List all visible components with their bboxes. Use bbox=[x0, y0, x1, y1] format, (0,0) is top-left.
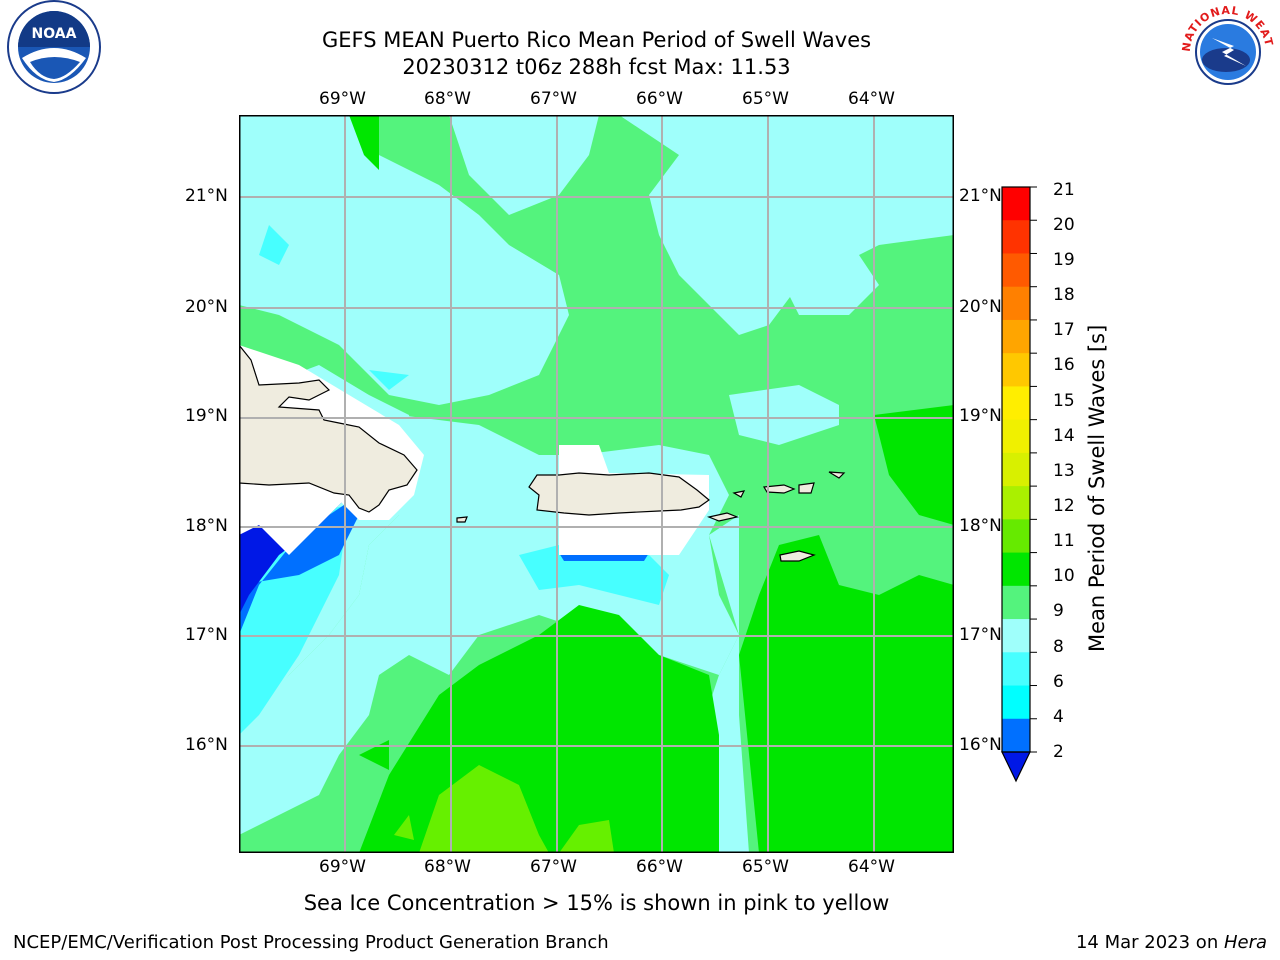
lon-label-bottom: 66°W bbox=[636, 857, 683, 877]
title-line-1: GEFS MEAN Puerto Rico Mean Period of Swe… bbox=[321, 28, 872, 52]
colorbar-bin bbox=[1002, 220, 1030, 254]
colorbar-tick: 11 bbox=[1053, 531, 1075, 551]
colorbar-tick: 8 bbox=[1053, 637, 1064, 657]
colorbar-tick: 16 bbox=[1053, 355, 1075, 375]
colorbar-extend-triangle bbox=[1001, 751, 1031, 783]
colorbar-bin bbox=[1002, 685, 1030, 720]
colorbar-tick: 6 bbox=[1053, 672, 1064, 692]
map-grid bbox=[239, 115, 954, 853]
colorbar-bin bbox=[1002, 652, 1030, 687]
contour-2-4s bbox=[239, 505, 359, 635]
colorbar-tick: 13 bbox=[1053, 461, 1075, 481]
map-frame bbox=[239, 115, 954, 853]
lon-label-top: 67°W bbox=[530, 89, 577, 109]
lon-label-top: 65°W bbox=[742, 89, 789, 109]
colorbar-bin bbox=[1002, 519, 1030, 554]
lat-label-left: 20°N bbox=[185, 297, 228, 317]
lat-label-left: 16°N bbox=[185, 735, 228, 755]
lat-label-left: 21°N bbox=[185, 186, 228, 206]
map-panel bbox=[239, 115, 954, 853]
lat-label-right: 18°N bbox=[959, 516, 1002, 536]
lat-label-right: 16°N bbox=[959, 735, 1002, 755]
colorbar-tick: 10 bbox=[1053, 566, 1075, 586]
colorbar-tick: 18 bbox=[1053, 285, 1075, 305]
coastline bbox=[239, 344, 846, 562]
colorbar-tick: 15 bbox=[1053, 391, 1075, 411]
colorbar-bin bbox=[1002, 452, 1030, 487]
lon-label-top: 64°W bbox=[848, 89, 895, 109]
colorbar-tick: 14 bbox=[1053, 426, 1075, 446]
sea-ice-note: Sea Ice Concentration > 15% is shown in … bbox=[303, 891, 890, 915]
colorbar-bin bbox=[1002, 585, 1030, 620]
lon-label-top: 68°W bbox=[424, 89, 471, 109]
colorbar bbox=[1001, 186, 1041, 786]
lon-label-bottom: 65°W bbox=[742, 857, 789, 877]
lon-label-top: 66°W bbox=[636, 89, 683, 109]
colorbar-bin bbox=[1002, 319, 1030, 354]
nws-logo: NATIONAL WEATHER SERVICE bbox=[1171, 0, 1280, 100]
colorbar-tick: 17 bbox=[1053, 320, 1075, 340]
colorbar-tick: 20 bbox=[1053, 215, 1075, 235]
colorbar-bin bbox=[1002, 386, 1030, 421]
colorbar-tick: 2 bbox=[1053, 742, 1064, 762]
lat-label-right: 19°N bbox=[959, 406, 1002, 426]
colorbar-bin bbox=[1002, 552, 1030, 587]
lat-label-right: 17°N bbox=[959, 625, 1002, 645]
lat-label-left: 18°N bbox=[185, 516, 228, 536]
colorbar-bin bbox=[1002, 353, 1030, 387]
colorbar-tick: 9 bbox=[1053, 601, 1064, 621]
lat-label-left: 17°N bbox=[185, 625, 228, 645]
colorbar-bin bbox=[1002, 187, 1030, 221]
lat-label-right: 21°N bbox=[959, 186, 1002, 206]
footer-host: Hera bbox=[1223, 932, 1267, 953]
lon-label-bottom: 64°W bbox=[848, 857, 895, 877]
colorbar-tick: 12 bbox=[1053, 496, 1075, 516]
colorbar-tick: 21 bbox=[1053, 180, 1075, 200]
colorbar-frame bbox=[1001, 186, 1031, 753]
colorbar-tick: 19 bbox=[1053, 250, 1075, 270]
colorbar-label: Mean Period of Swell Waves [s] bbox=[1085, 324, 1109, 652]
colorbar-bin bbox=[1002, 419, 1030, 454]
colorbar-bin bbox=[1002, 718, 1030, 753]
footer-date-text: 14 Mar 2023 on bbox=[1075, 932, 1224, 953]
lon-label-top: 69°W bbox=[319, 89, 366, 109]
noaa-logo: NOAA bbox=[0, 0, 108, 100]
title-line-2: 20230312 t06z 288h fcst Max: 11.53 bbox=[402, 55, 791, 79]
lat-label-left: 19°N bbox=[185, 406, 228, 426]
footer-credit: NCEP/EMC/Verification Post Processing Pr… bbox=[13, 932, 609, 953]
footer-date: 14 Mar 2023 on Hera bbox=[1076, 932, 1267, 953]
noaa-text: NOAA bbox=[32, 26, 77, 42]
lon-label-bottom: 69°W bbox=[319, 857, 366, 877]
lat-label-right: 20°N bbox=[959, 297, 1002, 317]
colorbar-bin bbox=[1002, 486, 1030, 520]
lon-label-bottom: 68°W bbox=[424, 857, 471, 877]
colorbar-tick: 4 bbox=[1053, 707, 1064, 727]
colorbar-bin bbox=[1002, 286, 1030, 321]
colorbar-bin bbox=[1002, 619, 1030, 653]
lon-label-bottom: 67°W bbox=[530, 857, 577, 877]
colorbar-bin bbox=[1002, 253, 1030, 288]
